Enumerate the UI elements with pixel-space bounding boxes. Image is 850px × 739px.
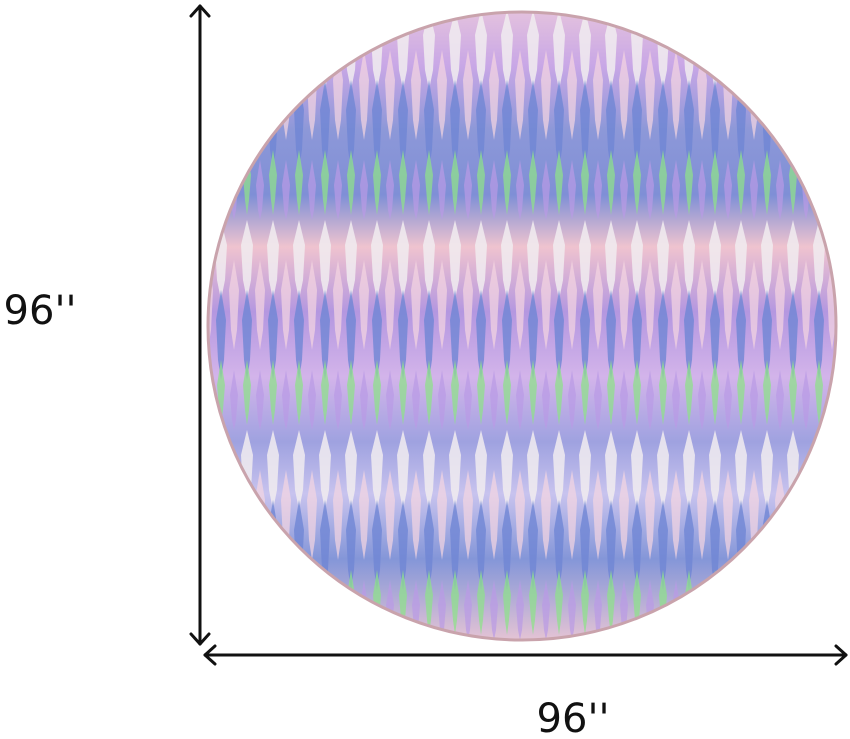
width-label: 96'' <box>537 696 610 739</box>
width-arrow <box>203 644 848 666</box>
height-arrow <box>189 4 211 646</box>
rug-edge <box>206 10 838 642</box>
height-label: 96'' <box>4 288 77 334</box>
rug <box>208 12 836 640</box>
